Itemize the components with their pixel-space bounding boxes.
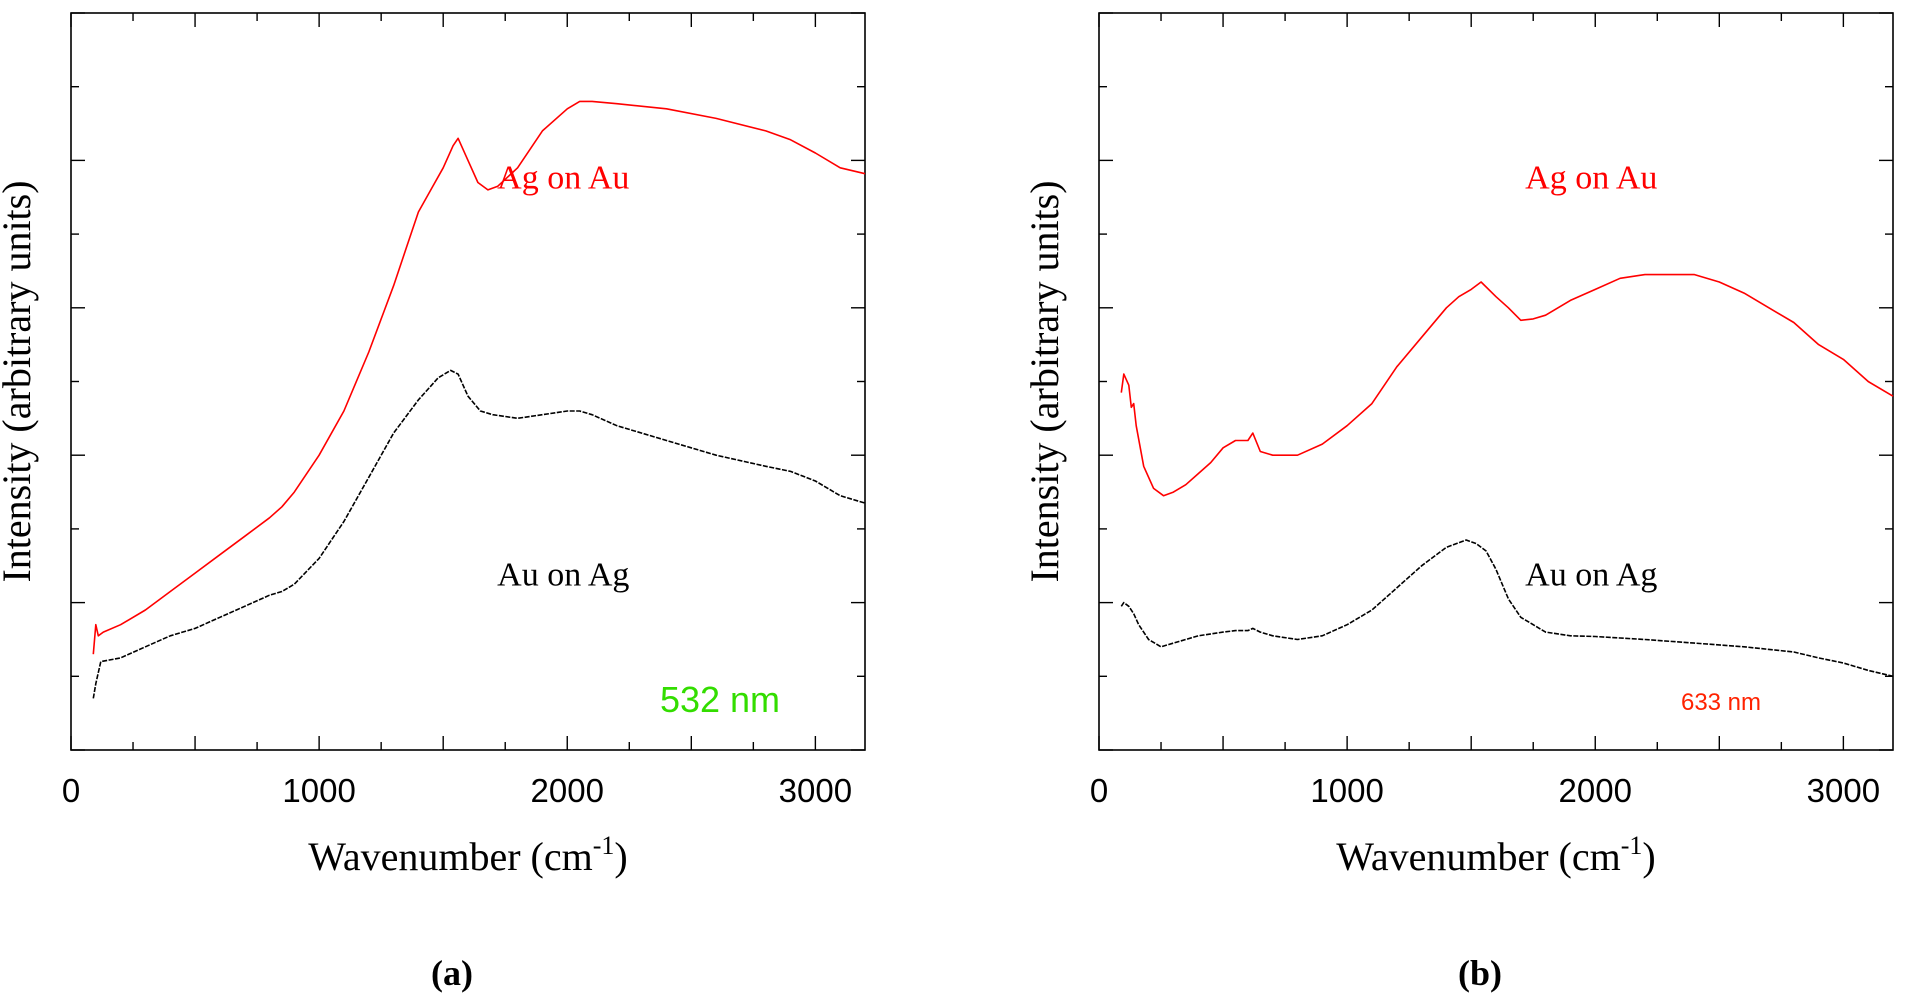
x-tick-label: 0 [1090,772,1108,809]
series-line-au-on-ag [92,369,866,699]
x-axis-title: Wavenumber (cm-1) [308,831,627,879]
series-line-ag-on-au [92,100,866,655]
plot-frame [1098,12,1894,751]
series-line-au-on-ag [1120,539,1894,678]
x-tick-label: 0 [62,772,80,809]
wavelength-annotation: 633 nm [1681,689,1761,716]
panel-label: (a) [431,953,473,993]
y-axis-title: Intensity (arbitrary units) [0,180,39,582]
x-axis-title-suffix: ) [614,834,627,879]
series-label-ag-on-au: Ag on Au [1525,159,1657,196]
x-axis-title-main: Wavenumber (cm [308,834,592,879]
series-label-ag-on-au: Ag on Au [497,159,629,196]
x-tick-label: 3000 [1807,772,1880,809]
chart-panel-a: 0 1000 2000 3000 Wavenumber (cm-1) Intensity … [0,12,866,993]
series-label-au-on-ag: Au on Ag [497,557,629,594]
wavelength-annotation: 532 nm [660,679,780,720]
chart-panel-b: 0 1000 2000 3000 Wavenumber (cm-1) Intensity … [1022,12,1894,993]
x-tick-label: 1000 [282,772,355,809]
series-line-ag-on-au [1120,273,1894,497]
plot-frame [70,12,866,751]
y-axis-title: Intensity (arbitrary units) [1022,180,1067,582]
panel-label: (b) [1458,953,1502,993]
x-axis-title-superscript: -1 [1621,831,1643,860]
x-tick-label: 1000 [1310,772,1383,809]
x-axis-title-superscript: -1 [593,831,615,860]
series-label-au-on-ag: Au on Ag [1525,557,1657,594]
x-axis-title-suffix: ) [1642,834,1655,879]
x-tick-label: 2000 [531,772,604,809]
x-tick-label: 2000 [1559,772,1632,809]
x-axis-title-main: Wavenumber (cm [1336,834,1620,879]
x-tick-label: 3000 [779,772,852,809]
x-axis-title: Wavenumber (cm-1) [1336,831,1655,879]
